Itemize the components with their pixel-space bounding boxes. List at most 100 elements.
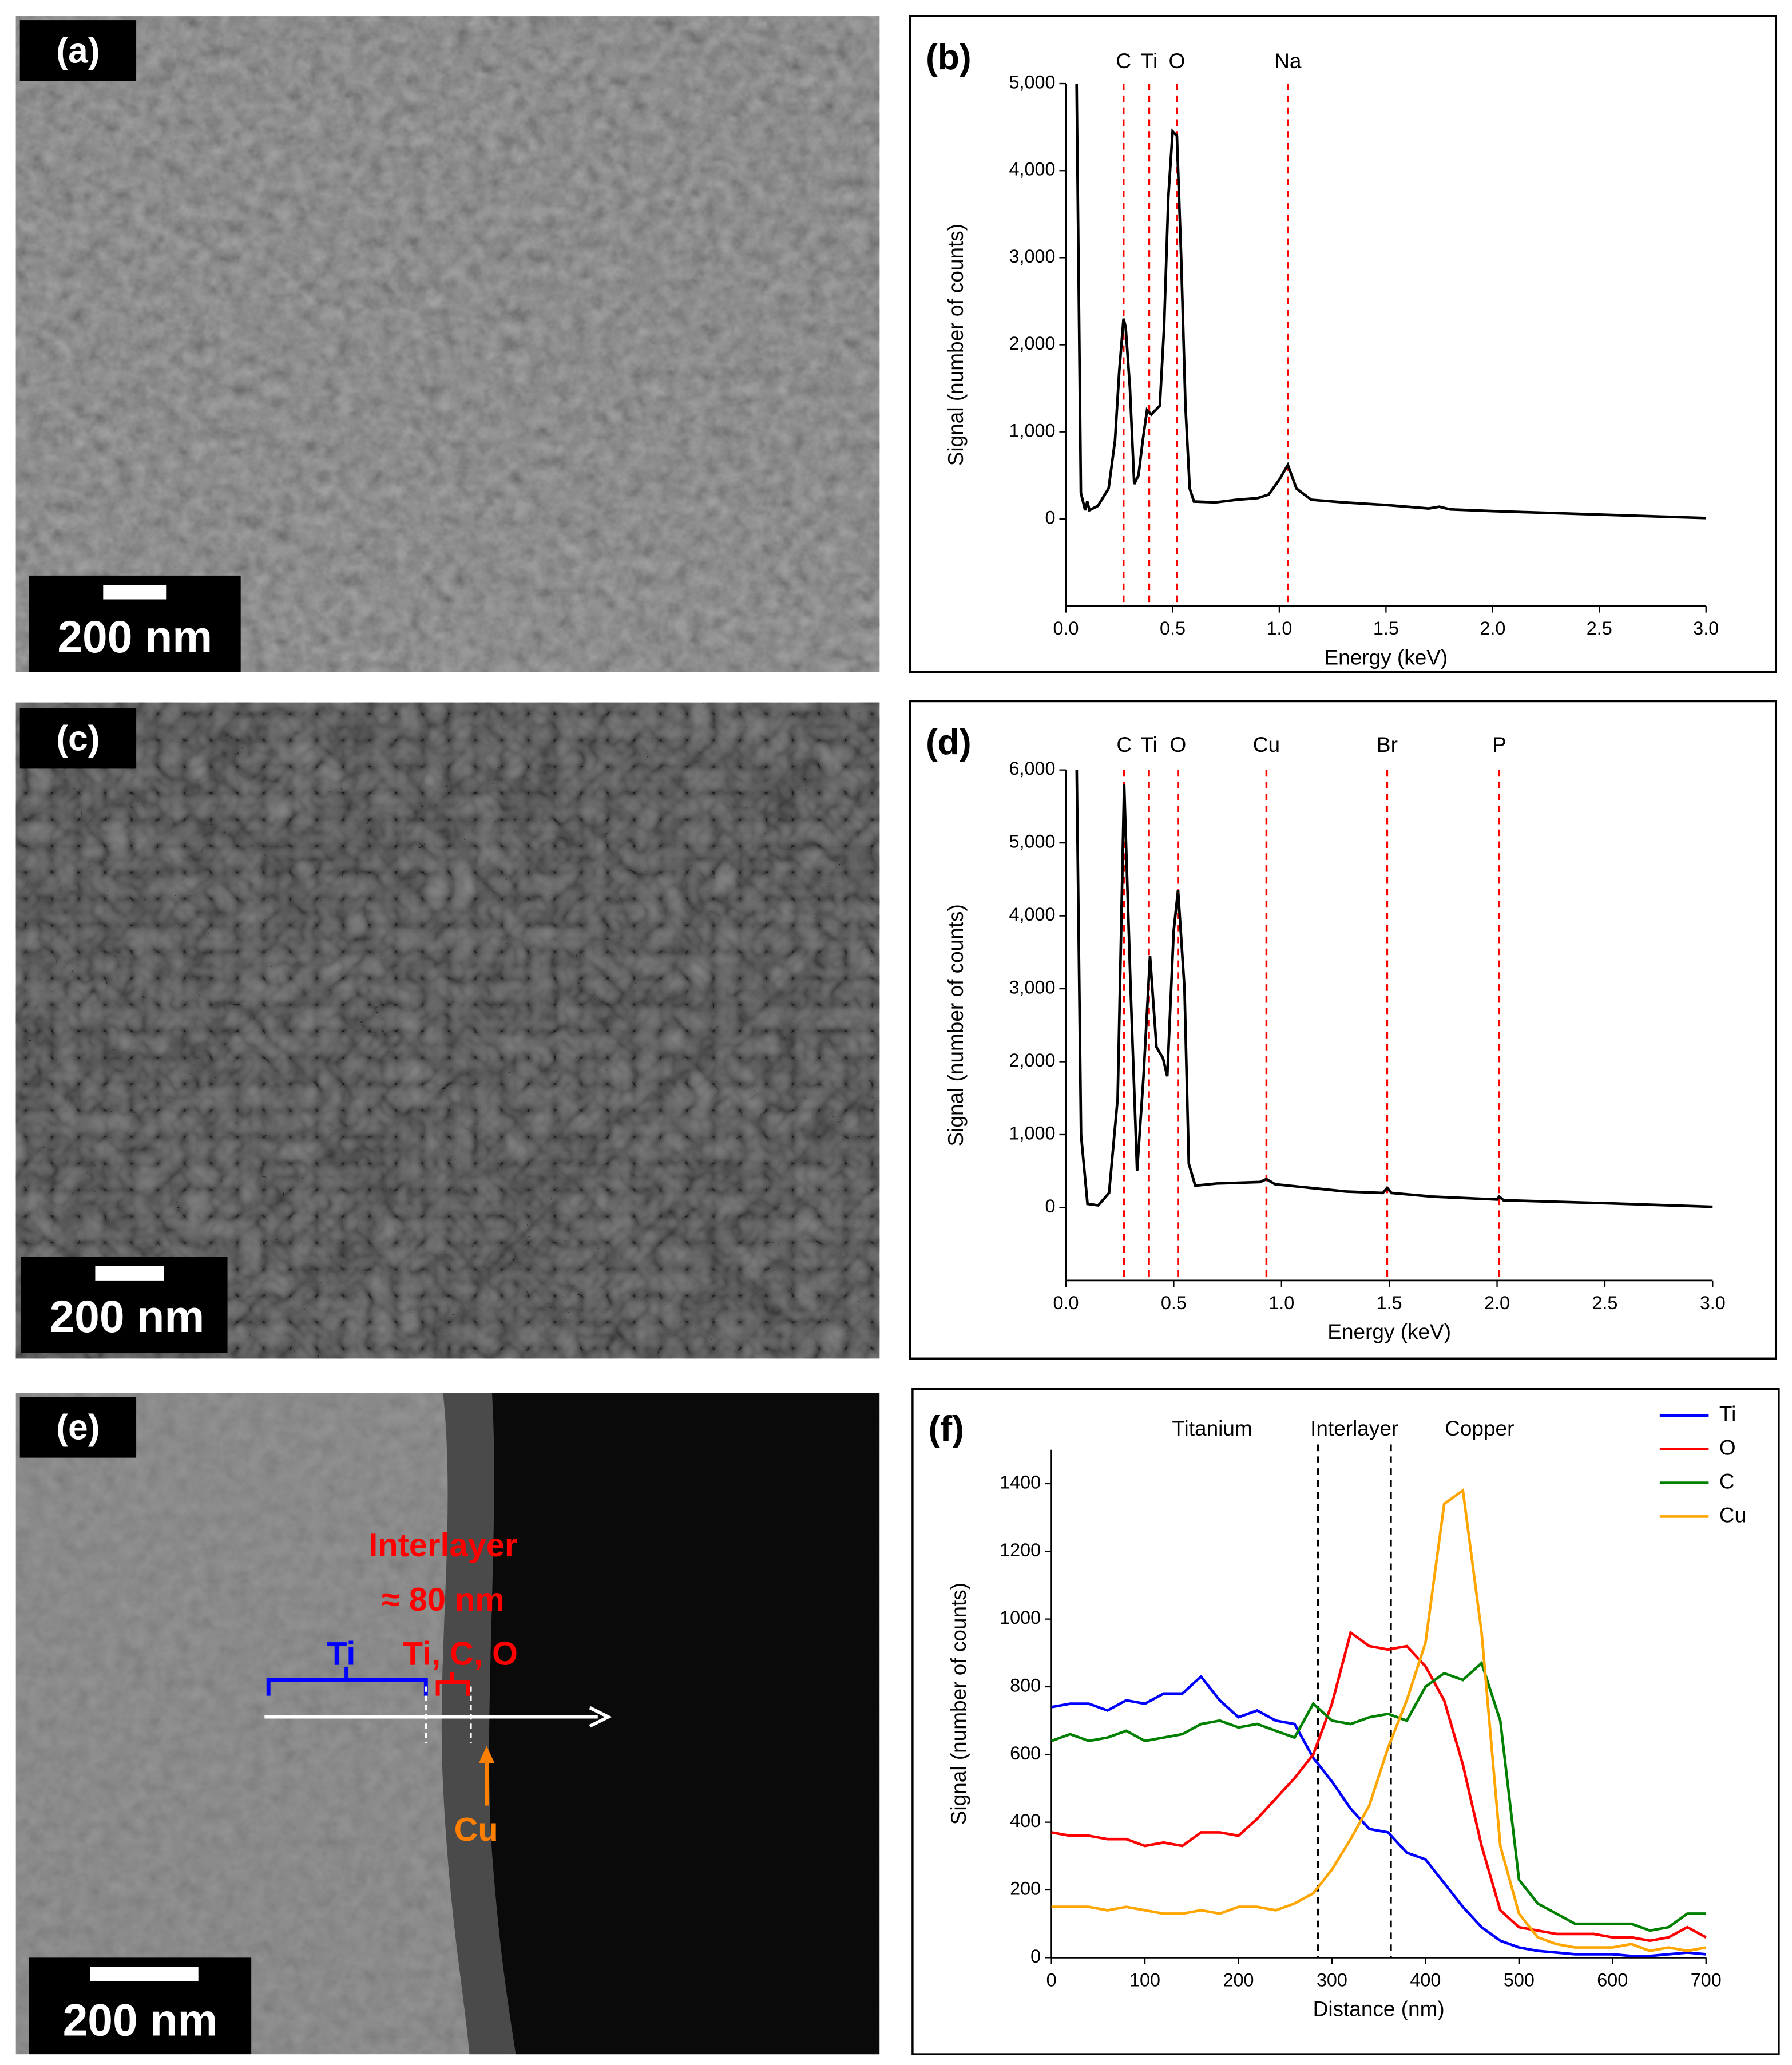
- panel-border: [909, 15, 1777, 673]
- panel-label: (f): [929, 1409, 964, 1449]
- y-tick-label: 6,000: [1009, 758, 1056, 779]
- image-tone: [15, 16, 880, 672]
- x-tick-label: 2.5: [1592, 1293, 1617, 1313]
- scale-label: 200 nm: [63, 1995, 218, 2046]
- x-tick-label: 200: [1223, 1970, 1254, 1991]
- x-tick-label: 0: [1046, 1970, 1057, 1991]
- annotation: ≈ 80 nm: [382, 1582, 505, 1618]
- copper-region: [489, 1393, 880, 2055]
- image-tone: [15, 702, 880, 1359]
- sem-image-c: (c) 200 nm: [15, 702, 880, 1359]
- series-line: [1051, 1674, 1706, 1957]
- y-tick-label: 1200: [1000, 1540, 1041, 1560]
- sem-image-e: (e) 200 nm Interlayer ≈ 80 nm Ti, C, O T…: [15, 1393, 880, 2055]
- x-tick-label: 3.0: [1693, 618, 1719, 639]
- y-tick-label: 3,000: [1009, 246, 1056, 267]
- bracket: [435, 1672, 470, 1696]
- y-tick-label: 1,000: [1009, 420, 1056, 441]
- x-tick-label: 0.0: [1053, 1293, 1079, 1313]
- panel-label: (b): [926, 38, 972, 77]
- label-box: [19, 20, 137, 81]
- panel-label: (e): [56, 1408, 100, 1448]
- y-tick-label: 1,000: [1009, 1123, 1056, 1144]
- peak-label: Na: [1274, 49, 1302, 73]
- legend-label: Ti: [1719, 1402, 1736, 1425]
- x-tick-label: 600: [1597, 1970, 1628, 1991]
- spectrum-line: [1075, 84, 1706, 520]
- y-tick-label: 1000: [1000, 1607, 1041, 1628]
- x-tick-label: 1.5: [1373, 618, 1399, 639]
- legend-label: C: [1719, 1469, 1735, 1493]
- legend-label: O: [1719, 1436, 1736, 1459]
- panel-border: [909, 700, 1777, 1360]
- series-line: [1051, 1488, 1707, 1952]
- arrow-head: [478, 1746, 495, 1763]
- x-tick-label: 2.0: [1484, 1293, 1510, 1313]
- series-line: [1051, 1630, 1707, 1943]
- x-axis-label: Energy (keV): [1327, 1320, 1451, 1343]
- scale-bar: [95, 1266, 164, 1281]
- y-axis-label: Signal (number of counts): [944, 224, 968, 466]
- x-tick-label: 0.0: [1053, 618, 1079, 639]
- x-tick-label: 0.5: [1160, 618, 1186, 639]
- scale-label: 200 nm: [49, 1291, 204, 1342]
- y-tick-label: 0: [1030, 1946, 1041, 1967]
- x-tick-label: 2.5: [1587, 618, 1612, 639]
- peak-label: P: [1492, 733, 1506, 756]
- x-tick-label: 500: [1504, 1970, 1535, 1991]
- peak-label: Br: [1377, 733, 1398, 756]
- peak-label: O: [1170, 733, 1187, 756]
- y-tick-label: 4,000: [1009, 904, 1056, 925]
- arrow-head: [589, 1706, 612, 1728]
- label-box: [19, 1397, 137, 1458]
- y-tick-label: 4,000: [1009, 159, 1056, 180]
- x-tick-label: 1.0: [1268, 1293, 1294, 1313]
- y-tick-label: 0: [1045, 507, 1056, 528]
- scale-bar: [90, 1967, 199, 1981]
- y-tick-label: 2,000: [1009, 333, 1056, 354]
- x-tick-label: 0.5: [1161, 1293, 1187, 1313]
- peak-label: O: [1169, 49, 1186, 73]
- x-axis-label: Distance (nm): [1313, 1997, 1445, 2021]
- annotation: Ti, C, O: [403, 1636, 518, 1672]
- series-line: [1050, 1660, 1706, 1932]
- annotation: Ti: [327, 1636, 355, 1672]
- image-texture: [15, 16, 880, 672]
- scale-label: 200 nm: [57, 612, 212, 662]
- peak-label: Cu: [1253, 733, 1280, 756]
- legend-label: Cu: [1719, 1503, 1746, 1527]
- y-tick-label: 3,000: [1009, 977, 1056, 998]
- panel-label: (a): [56, 31, 100, 70]
- x-tick-label: 100: [1129, 1970, 1160, 1991]
- annotation: Cu: [454, 1812, 498, 1848]
- y-tick-label: 400: [1010, 1810, 1041, 1831]
- peak-label: C: [1116, 733, 1132, 756]
- region-label: Interlayer: [1310, 1417, 1398, 1440]
- y-tick-label: 200: [1010, 1878, 1041, 1899]
- scale-bar: [103, 585, 167, 600]
- peak-label: Ti: [1140, 733, 1157, 756]
- y-tick-label: 5,000: [1009, 72, 1056, 93]
- spectrum-line: [1075, 770, 1713, 1208]
- x-tick-label: 300: [1317, 1970, 1347, 1991]
- region-label: Titanium: [1172, 1417, 1252, 1440]
- panel-label: (c): [56, 719, 100, 758]
- y-tick-label: 5,000: [1009, 831, 1056, 852]
- y-axis-label: Signal (number of counts): [947, 1583, 970, 1825]
- region-label: Copper: [1445, 1417, 1514, 1440]
- x-axis-label: Energy (keV): [1325, 645, 1448, 669]
- peak-label: C: [1116, 49, 1131, 73]
- y-tick-label: 2,000: [1009, 1050, 1056, 1071]
- y-tick-label: 800: [1010, 1675, 1041, 1696]
- peak-label: Ti: [1141, 49, 1157, 73]
- x-tick-label: 3.0: [1700, 1293, 1726, 1313]
- y-axis-label: Signal (number of counts): [944, 904, 968, 1146]
- x-tick-label: 400: [1410, 1970, 1441, 1991]
- label-box: [19, 708, 137, 769]
- x-tick-label: 2.0: [1480, 618, 1505, 639]
- sem-image-a: (a) 200 nm: [15, 16, 880, 672]
- y-tick-label: 600: [1010, 1743, 1041, 1763]
- x-tick-label: 1.5: [1377, 1293, 1402, 1313]
- x-tick-label: 1.0: [1266, 618, 1292, 639]
